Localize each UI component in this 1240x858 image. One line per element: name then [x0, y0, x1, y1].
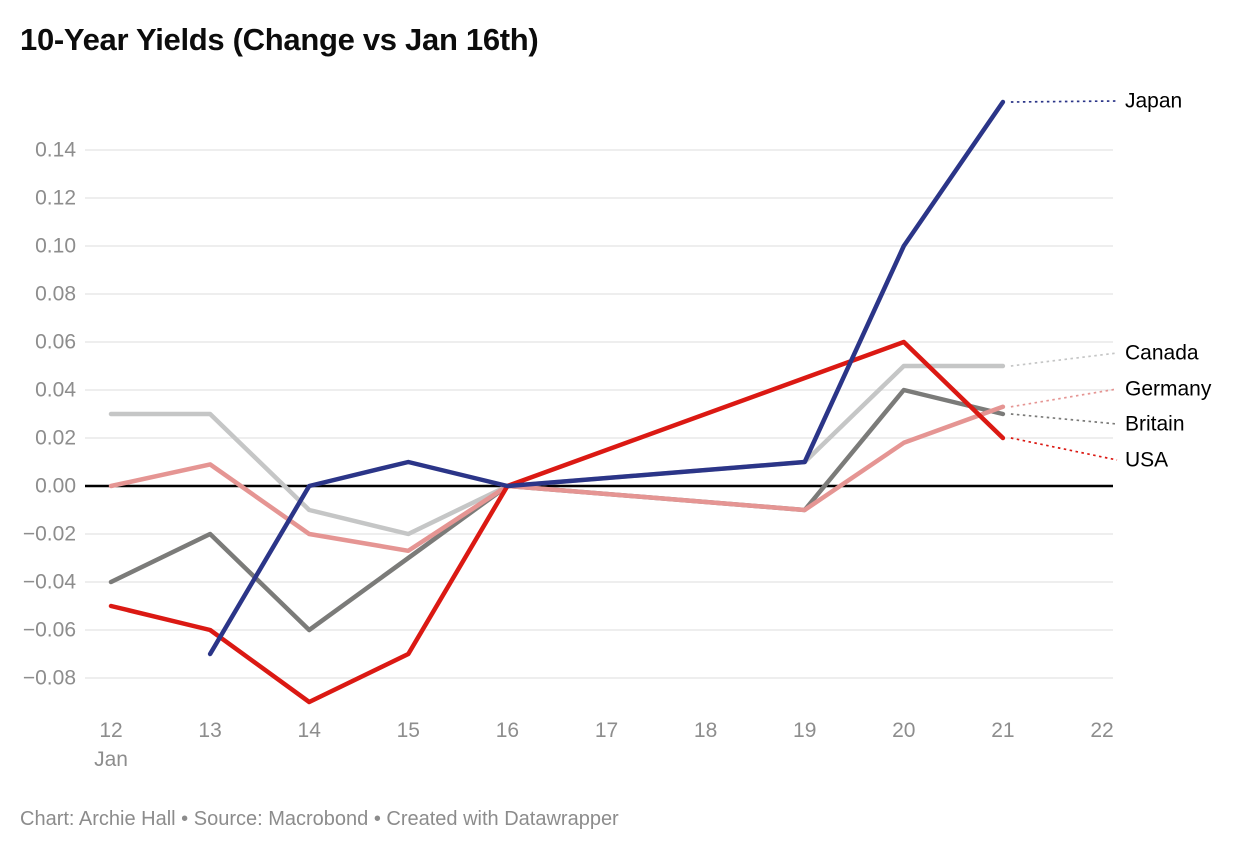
x-axis-tick-label: 15	[397, 719, 420, 742]
series-line-germany	[108, 404, 1006, 554]
series-label-usa: USA	[1125, 449, 1168, 472]
label-leader-japan	[1010, 100, 1118, 103]
y-axis-tick-label: 0.08	[35, 283, 76, 306]
label-leader-britain	[1010, 413, 1118, 425]
chart-byline: Chart: Archie Hall • Source: Macrobond •…	[20, 808, 619, 830]
series-label-britain: Britain	[1125, 413, 1185, 436]
y-axis-tick-label: −0.06	[23, 619, 76, 642]
x-axis-tick-label: 12	[99, 719, 122, 742]
label-leader-usa	[1010, 437, 1118, 461]
series-line-usa	[108, 339, 1006, 705]
series-label-canada: Canada	[1125, 342, 1199, 365]
series-label-germany: Germany	[1125, 378, 1212, 401]
x-axis-tick-label: 21	[991, 719, 1014, 742]
chart-title: 10-Year Yields (Change vs Jan 16th)	[20, 22, 539, 57]
x-axis-tick-label: 20	[892, 719, 915, 742]
series-label-japan: Japan	[1125, 90, 1182, 113]
series-line-britain	[108, 387, 1006, 633]
series-line-canada	[108, 363, 1006, 537]
x-axis-tick-label: 16	[496, 719, 519, 742]
y-axis-tick-label: 0.10	[35, 235, 76, 258]
y-axis-tick-label: −0.02	[23, 523, 76, 546]
x-axis-tick-label: 14	[298, 719, 322, 742]
x-axis-tick-label: 22	[1090, 719, 1113, 742]
series-line-japan	[207, 99, 1006, 657]
x-axis-tick-label: 18	[694, 719, 717, 742]
x-axis-tick-label: 19	[793, 719, 816, 742]
x-axis-tick-label: 17	[595, 719, 618, 742]
label-leader-germany	[1010, 388, 1118, 408]
y-axis-tick-label: 0.14	[35, 139, 76, 162]
y-axis-tick-label: 0.12	[35, 187, 76, 210]
label-leader-canada	[1010, 352, 1118, 367]
y-axis-tick-label: −0.04	[23, 571, 76, 594]
y-axis-tick-label: 0.06	[35, 331, 76, 354]
x-axis-tick-label: 13	[198, 719, 221, 742]
y-axis-tick-label: 0.00	[35, 475, 76, 498]
y-axis-tick-label: 0.04	[35, 379, 76, 402]
y-axis-tick-label: −0.08	[23, 667, 76, 690]
y-axis-tick-label: 0.02	[35, 427, 76, 450]
x-axis-month-label: Jan	[94, 748, 128, 771]
